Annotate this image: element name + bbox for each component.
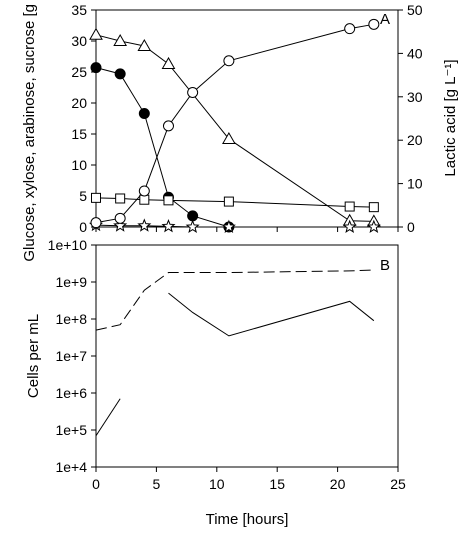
panel-b-y-tick-label: 1e+4 — [55, 459, 87, 475]
filled-circle-marker — [138, 108, 150, 120]
panel-a-chart: 0 5 10 15 20 25 30 35 0 10 20 30 40 50 A Glucose, xy… — [21, 0, 459, 262]
filled-circle-marker — [114, 68, 126, 80]
panel-b-series — [95, 269, 375, 437]
panel-b-y-tick-label: 1e+7 — [55, 348, 87, 364]
open-square-marker — [91, 192, 101, 203]
panel-a-left-tick-label: 15 — [71, 126, 87, 142]
open-circle-series-line — [95, 23, 374, 224]
panel-a-series — [88, 18, 381, 233]
solid-cell-count-line — [168, 292, 375, 337]
filled-circle-marker — [187, 210, 199, 222]
panel-a-left-y-label: Glucose, xylose, arabinose, sucrose [g L… — [21, 0, 38, 262]
panel-a-right-y-label: Lactic acid [g L⁻¹] — [442, 59, 459, 176]
open-triangle-series-line — [95, 34, 374, 222]
open-triangle-marker — [161, 56, 176, 69]
panel-b-x-tick-label: 25 — [390, 476, 406, 492]
panel-a-right-tick-label: 50 — [407, 2, 423, 18]
open-circle-marker — [223, 55, 235, 67]
dashed-cell-count-line — [95, 269, 374, 331]
open-circle-marker — [344, 23, 356, 35]
panel-a-right-axis: 0 10 20 30 40 50 — [398, 2, 423, 235]
open-circle-marker — [114, 212, 126, 224]
panel-b-y-tick-label: 1e+6 — [55, 385, 87, 401]
open-circle-marker — [368, 18, 380, 30]
panel-a-left-tick-label: 35 — [71, 2, 87, 18]
panel-a-left-tick-label: 10 — [71, 157, 87, 173]
panel-b-x-tick-label: 0 — [92, 476, 100, 492]
panel-b-letter: B — [380, 257, 390, 274]
panel-a-right-tick-label: 30 — [407, 89, 423, 105]
panel-a-left-tick-label: 5 — [79, 188, 87, 204]
open-star-marker — [161, 219, 176, 233]
panel-a-left-tick-label: 0 — [79, 219, 87, 235]
open-square-marker — [368, 202, 379, 213]
panel-b-x-label: Time [hours] — [206, 511, 289, 528]
open-square-marker — [223, 196, 234, 207]
open-triangle-marker — [137, 38, 152, 51]
open-square-marker — [163, 195, 174, 206]
open-square-series-line — [95, 197, 374, 208]
open-square-marker — [115, 193, 126, 204]
panel-a-left-tick-label: 20 — [71, 95, 87, 111]
panel-a-letter: A — [380, 11, 390, 28]
open-triangle-marker — [113, 33, 128, 46]
panel-a-right-tick-label: 0 — [407, 219, 415, 235]
panel-b-y-tick-label: 1e+5 — [55, 422, 87, 438]
panel-a-left-tick-label: 30 — [71, 33, 87, 49]
open-circle-marker — [138, 185, 150, 197]
open-triangle-marker — [89, 27, 103, 40]
panel-b-plot-frame — [95, 244, 399, 468]
panel-b-x-tick-label: 15 — [269, 476, 285, 492]
panel-b-x-axis: 0 5 10 15 20 25 — [92, 467, 406, 492]
solid-cell-count-line — [95, 398, 121, 437]
panel-a-markers — [88, 18, 381, 233]
filled-circle-marker — [90, 62, 102, 74]
panel-b-x-tick-label: 20 — [330, 476, 346, 492]
open-triangle-marker — [222, 131, 236, 144]
panel-a-right-tick-label: 40 — [407, 45, 423, 61]
open-circle-marker — [90, 217, 102, 229]
open-circle-marker — [187, 86, 199, 98]
panel-a-left-tick-label: 25 — [71, 64, 87, 80]
open-star-marker — [137, 218, 152, 232]
open-circle-marker — [162, 120, 174, 132]
open-star-marker — [113, 218, 128, 232]
panel-b-y-tick-label: 1e+9 — [55, 274, 87, 290]
panel-a-right-tick-label: 20 — [407, 132, 423, 148]
open-star-marker — [221, 219, 236, 233]
panel-a-right-tick-label: 10 — [407, 176, 423, 192]
panel-b-chart: 1e+4 1e+5 1e+6 1e+7 1e+8 1e+9 1e+10 0 5 10 15 20 25… — [25, 237, 406, 528]
panel-b-x-tick-label: 5 — [153, 476, 161, 492]
panel-b-y-label: Cells per mL — [25, 314, 42, 398]
open-square-marker — [344, 201, 355, 212]
panel-a-lines — [95, 23, 374, 228]
open-square-marker — [139, 194, 150, 205]
panel-b-y-axis: 1e+4 1e+5 1e+6 1e+7 1e+8 1e+9 1e+10 — [48, 237, 96, 475]
open-star-marker — [366, 219, 381, 233]
panel-b-y-tick-label: 1e+8 — [55, 311, 87, 327]
panel-b-y-tick-label: 1e+10 — [48, 237, 88, 253]
open-star-marker — [342, 219, 357, 233]
open-star-marker — [185, 219, 200, 233]
panel-b-x-tick-label: 10 — [209, 476, 225, 492]
